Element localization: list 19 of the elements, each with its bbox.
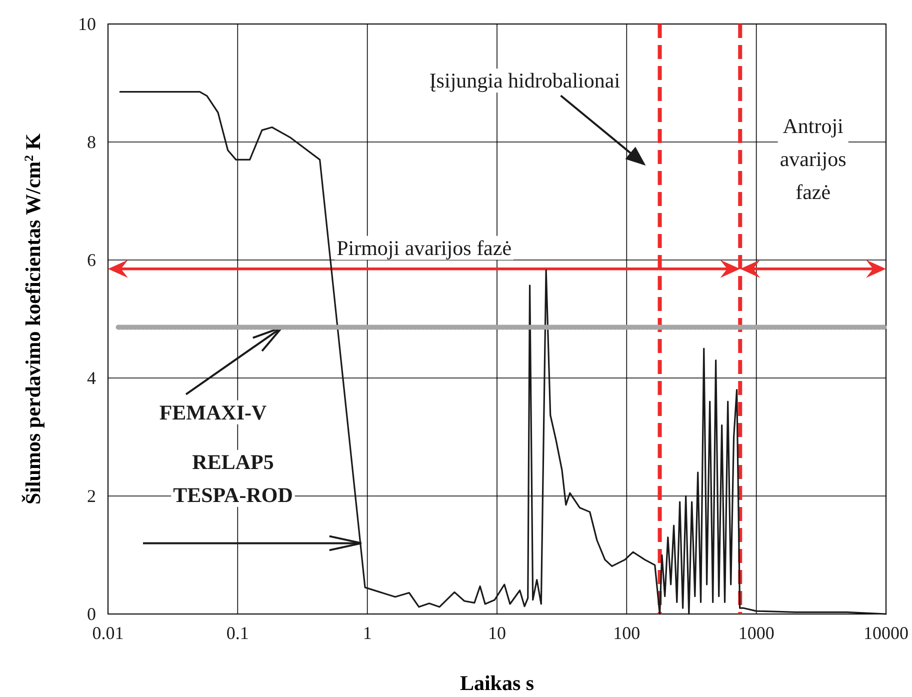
y-tick-label: 0 — [87, 604, 96, 624]
x-tick-label: 1 — [362, 622, 372, 643]
x-tick-label: 10000 — [864, 622, 908, 643]
y-tick-label: 4 — [87, 368, 96, 388]
annotation: Antroji avarijos fazė — [780, 114, 846, 204]
y-tick-label: 10 — [78, 14, 96, 34]
text: RELAP5 TESPA-ROD — [173, 450, 293, 507]
x-tick-label: 1000 — [738, 622, 774, 643]
y-tick-label: 6 — [87, 250, 96, 270]
x-tick-label: 0.01 — [92, 622, 124, 643]
annotation: Pirmoji avarijos fazė — [336, 236, 512, 260]
y-tick-label: 2 — [87, 486, 96, 506]
y-tick-label: 8 — [87, 132, 96, 152]
x-tick-label: 0.1 — [226, 622, 249, 643]
annotation: Įsijungia hidrobalionai — [429, 68, 620, 93]
text: FEMAXI-V — [159, 400, 267, 424]
x-tick-label: 10 — [488, 622, 506, 643]
x-tick-label: 100 — [613, 622, 640, 643]
x-axis-title: Laikas s — [460, 671, 534, 695]
